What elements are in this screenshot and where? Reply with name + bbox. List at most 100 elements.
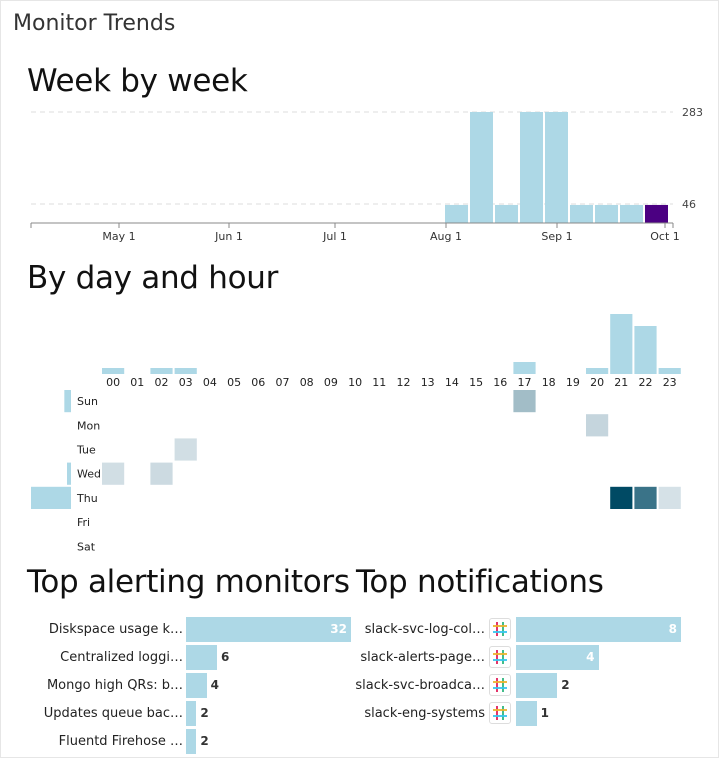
- hour-label: 03: [179, 376, 193, 389]
- monitor-row[interactable]: Diskspace usage k… 32: [1, 617, 361, 643]
- notification-row-label: slack-svc-broadca…: [355, 678, 485, 693]
- top-alerting-monitors-title: Top alerting monitors: [27, 564, 350, 600]
- week-bar[interactable]: [620, 204, 643, 223]
- hour-label: 14: [445, 376, 459, 389]
- heatmap-cell[interactable]: [513, 390, 536, 413]
- day-total-bar[interactable]: [67, 462, 71, 485]
- notification-row-value: 8: [668, 622, 677, 636]
- week-tick-label: Aug 1: [430, 230, 462, 243]
- hour-total-bar[interactable]: [513, 362, 536, 374]
- hour-total-bar[interactable]: [658, 368, 681, 374]
- notification-row-label: slack-eng-systems: [364, 706, 485, 721]
- heatmap-cell[interactable]: [586, 414, 609, 437]
- week-tick-label: May 1: [102, 230, 135, 243]
- week-bar[interactable]: [495, 204, 518, 223]
- week-bar[interactable]: [645, 204, 668, 223]
- heatmap-cell[interactable]: [150, 462, 173, 485]
- monitor-row[interactable]: Updates queue bac… 2: [1, 701, 361, 727]
- notification-row-value: 4: [586, 650, 595, 664]
- day-label: Sat: [77, 540, 96, 553]
- notification-row[interactable]: slack-svc-log-col… 8: [356, 617, 718, 643]
- week-bar[interactable]: [470, 112, 493, 223]
- day-total-bar[interactable]: [64, 390, 71, 413]
- heatmap-cell[interactable]: [102, 462, 125, 485]
- monitor-row-value: 32: [330, 622, 347, 636]
- slack-icon: [489, 618, 511, 640]
- monitor-row-value: 2: [200, 706, 209, 720]
- day-label: Mon: [77, 419, 100, 432]
- notification-row-bar[interactable]: 4: [516, 645, 599, 670]
- monitor-row-bar[interactable]: 32: [186, 617, 351, 642]
- hour-label: 02: [155, 376, 169, 389]
- top-notifications-list: slack-svc-log-col… 8 slack-alerts-page… 4 sl…: [355, 617, 718, 737]
- monitor-row-value: 4: [210, 678, 219, 692]
- slack-icon: [489, 702, 511, 724]
- monitor-row-value: 6: [220, 650, 230, 664]
- hour-label: 00: [106, 376, 120, 389]
- monitor-row[interactable]: Mongo high QRs: b… 4: [1, 673, 361, 699]
- week-bar[interactable]: [520, 112, 543, 223]
- monitor-row[interactable]: Fluentd Firehose … 2: [1, 729, 361, 755]
- hour-label: 01: [130, 376, 144, 389]
- monitor-row-bar[interactable]: [186, 645, 217, 670]
- hour-label: 06: [251, 376, 265, 389]
- week-bar[interactable]: [445, 204, 468, 223]
- hour-label: 22: [639, 376, 653, 389]
- day-total-bar[interactable]: [31, 486, 71, 509]
- hour-total-bar[interactable]: [102, 368, 125, 374]
- hour-total-bar[interactable]: [634, 326, 657, 374]
- hour-label: 08: [300, 376, 314, 389]
- notification-row-bar[interactable]: [516, 673, 558, 698]
- hour-label: 16: [493, 376, 507, 389]
- notification-row[interactable]: slack-eng-systems 1: [356, 701, 718, 727]
- hour-label: 13: [421, 376, 435, 389]
- hour-label: 12: [397, 376, 411, 389]
- week-tick-label: Jul 1: [322, 230, 347, 243]
- monitor-row[interactable]: Centralized loggi… 6: [1, 645, 361, 671]
- notification-row-value: 1: [540, 706, 549, 720]
- hour-label: 20: [590, 376, 604, 389]
- monitor-row-label: Mongo high QRs: b…: [46, 678, 183, 693]
- monitor-row-bar[interactable]: [186, 729, 197, 754]
- monitor-row-bar[interactable]: [186, 673, 207, 698]
- week-bar[interactable]: [595, 204, 618, 223]
- hour-label: 21: [614, 376, 628, 389]
- monitor-row-label: Updates queue bac…: [43, 706, 183, 721]
- hour-total-bar[interactable]: [610, 314, 633, 374]
- hour-label: 10: [348, 376, 362, 389]
- day-label: Thu: [76, 492, 98, 505]
- hour-label: 23: [663, 376, 677, 389]
- monitor-row-label: Fluentd Firehose …: [58, 734, 183, 749]
- hour-label: 04: [203, 376, 217, 389]
- week-bar[interactable]: [570, 204, 593, 223]
- heatmap-cell[interactable]: [658, 486, 681, 509]
- notification-row[interactable]: slack-svc-broadca… 2: [355, 673, 718, 699]
- day-label: Sun: [77, 395, 98, 408]
- week-tick-label: Jun 1: [214, 230, 243, 243]
- hour-label: 18: [542, 376, 556, 389]
- monitor-row-bar[interactable]: [186, 701, 197, 726]
- heatmap-cell[interactable]: [634, 486, 657, 509]
- hour-total-bar[interactable]: [174, 368, 197, 374]
- page-title: Monitor Trends: [13, 11, 176, 36]
- hour-total-bar[interactable]: [150, 368, 173, 374]
- notification-row[interactable]: slack-alerts-page… 4: [356, 645, 718, 671]
- day-label: Fri: [77, 516, 90, 529]
- heatmap-cell[interactable]: [610, 486, 633, 509]
- top-alerting-monitors-list: Diskspace usage k… 32 Centralized loggi… 6 M…: [1, 617, 361, 757]
- week-tick-label: Oct 1: [650, 230, 680, 243]
- notification-row-value: 2: [561, 678, 570, 692]
- notification-row-bar[interactable]: 8: [516, 617, 681, 642]
- notification-row-bar[interactable]: [516, 701, 537, 726]
- ref-high-label: 283: [682, 106, 703, 119]
- week-tick-label: Sep 1: [541, 230, 572, 243]
- monitor-row-label: Centralized loggi…: [60, 650, 183, 665]
- heatmap-cell[interactable]: [174, 438, 197, 461]
- hour-total-bar[interactable]: [586, 368, 609, 374]
- day-label: Tue: [76, 444, 96, 457]
- week-bar[interactable]: [545, 112, 568, 223]
- hour-label: 19: [566, 376, 580, 389]
- week-by-week-title: Week by week: [27, 63, 248, 99]
- notification-row-label: slack-alerts-page…: [360, 650, 485, 665]
